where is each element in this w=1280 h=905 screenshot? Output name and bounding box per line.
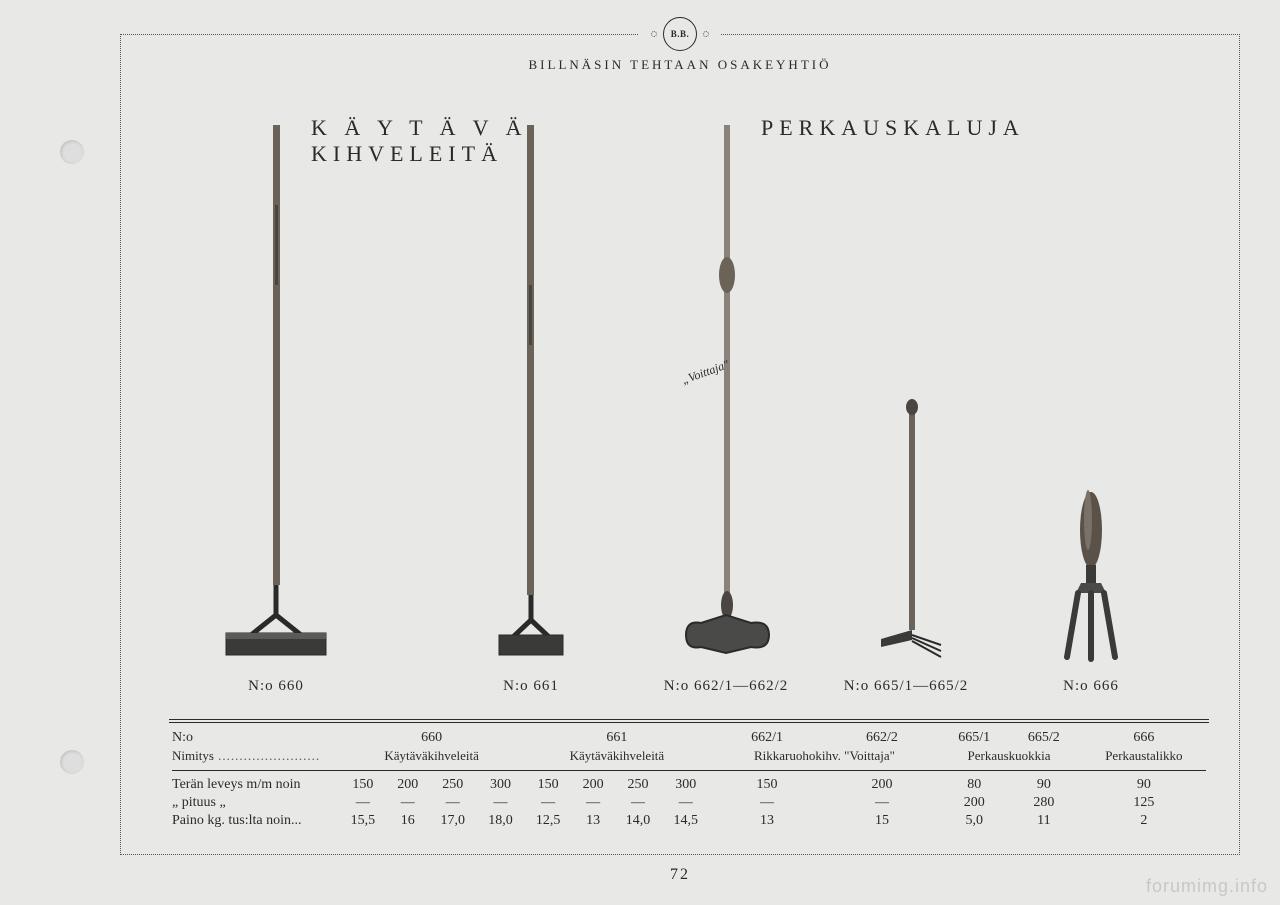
tool-666-label: N:o 666	[1031, 678, 1151, 695]
tool-666-svg	[1031, 125, 1151, 665]
logo-circle: B.B.	[663, 17, 697, 51]
tool-662-label: N:o 662/1—662/2	[641, 678, 811, 695]
tool-illustrations: N:o 660 N:o 661 „Voittaja" N:o 662/1—662…	[121, 115, 1239, 695]
company-name: BILLNÄSIN TEHTAAN OSAKEYHTIÖ	[529, 57, 832, 73]
tool-665: N:o 665/1—665/2	[841, 125, 971, 695]
tool-661-svg	[461, 125, 601, 665]
tool-662: „Voittaja" N:o 662/1—662/2	[641, 125, 811, 695]
tool-665-label: N:o 665/1—665/2	[841, 678, 971, 695]
page-number: 72	[670, 866, 690, 884]
punch-hole	[60, 750, 84, 774]
table-row: „ pituus „ — — — — — — — — — — 200 280 1…	[169, 794, 1209, 812]
table-row: Paino kg. tus:lta noin... 15,5 16 17,0 1…	[169, 812, 1209, 830]
tool-661: N:o 661	[461, 125, 601, 695]
nimitys-label: Nimitys	[172, 748, 214, 763]
table-nimitys-row: Nimitys Käytäväkihveleitä Käytäväkihvele…	[169, 747, 1209, 765]
tool-662-svg	[641, 125, 811, 665]
tool-660-label: N:o 660	[191, 678, 361, 695]
tool-660-svg	[191, 125, 361, 665]
specifications-table: N:o 660 661 662/1 662/2 665/1 665/2 666 …	[169, 719, 1209, 830]
tool-660: N:o 660	[191, 125, 361, 695]
watermark: forumimg.info	[1146, 876, 1268, 897]
table-row: Terän leveys m/m noin 150 200 250 300 15…	[169, 776, 1209, 794]
no-label: N:o	[169, 729, 339, 747]
punch-hole	[60, 140, 84, 164]
tool-666: N:o 666	[1031, 125, 1151, 695]
tool-661-label: N:o 661	[461, 678, 601, 695]
tool-665-svg	[841, 125, 971, 665]
table-header-row: N:o 660 661 662/1 662/2 665/1 665/2 666	[169, 729, 1209, 747]
logo: B.B.	[639, 17, 721, 51]
catalog-page: B.B. BILLNÄSIN TEHTAAN OSAKEYHTIÖ K Ä Y …	[120, 34, 1240, 855]
